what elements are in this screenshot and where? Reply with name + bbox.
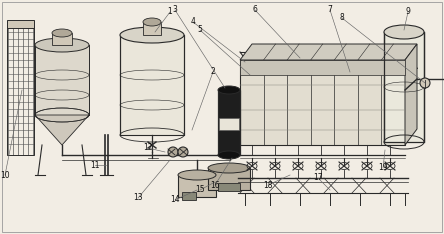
Text: 5: 5: [198, 26, 202, 34]
Bar: [384, 32, 424, 142]
Text: 9: 9: [405, 7, 410, 17]
Text: 4: 4: [190, 18, 195, 26]
Ellipse shape: [178, 147, 188, 157]
Text: 7: 7: [328, 6, 333, 15]
Polygon shape: [35, 115, 89, 145]
Bar: [219, 118, 239, 130]
Text: 14: 14: [170, 195, 180, 205]
Text: 17: 17: [313, 173, 323, 183]
Text: 12: 12: [143, 143, 153, 153]
Bar: [240, 60, 405, 75]
Bar: [218, 90, 240, 155]
Text: 2: 2: [210, 67, 215, 77]
Polygon shape: [405, 44, 417, 145]
Bar: [120, 35, 184, 135]
Bar: [240, 60, 405, 145]
Text: 11: 11: [90, 161, 100, 169]
Bar: [7, 27, 34, 155]
Polygon shape: [240, 44, 417, 60]
Bar: [182, 192, 196, 200]
Bar: [178, 175, 216, 197]
Text: 6: 6: [253, 6, 258, 15]
Ellipse shape: [35, 38, 89, 52]
Ellipse shape: [384, 25, 424, 39]
Ellipse shape: [218, 86, 240, 94]
Ellipse shape: [120, 27, 184, 43]
Ellipse shape: [143, 18, 161, 26]
Text: 19: 19: [378, 164, 388, 172]
Ellipse shape: [52, 29, 72, 37]
Bar: [52, 33, 72, 45]
Text: 3: 3: [173, 6, 178, 15]
Ellipse shape: [168, 147, 178, 157]
Ellipse shape: [208, 163, 250, 173]
Bar: [143, 22, 161, 35]
Text: 15: 15: [195, 186, 205, 194]
Text: 8: 8: [340, 14, 345, 22]
Bar: [218, 183, 240, 191]
Ellipse shape: [420, 78, 430, 88]
Ellipse shape: [218, 151, 240, 159]
Bar: [7, 20, 34, 28]
Text: 18: 18: [263, 180, 273, 190]
Bar: [208, 168, 250, 190]
Text: 1: 1: [168, 7, 172, 17]
Text: 16: 16: [210, 180, 220, 190]
Bar: [35, 45, 89, 115]
Text: 13: 13: [133, 194, 143, 202]
Ellipse shape: [178, 170, 216, 180]
Text: 10: 10: [0, 171, 10, 179]
